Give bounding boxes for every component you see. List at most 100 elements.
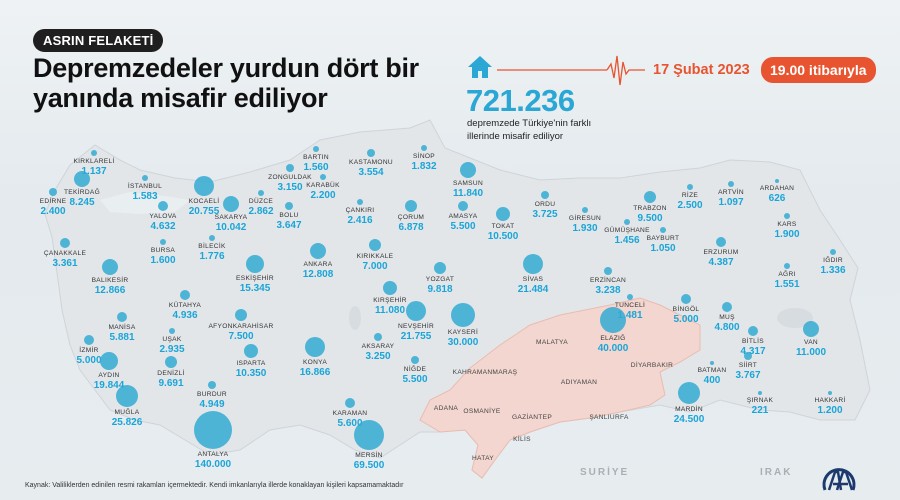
province-bubble[interactable] (803, 321, 819, 337)
province-bubble[interactable] (748, 326, 758, 336)
province-bubble[interactable] (169, 328, 175, 334)
province-bubble[interactable] (406, 301, 426, 321)
province-bubble[interactable] (744, 352, 752, 360)
province-name: KOCAELİ (188, 198, 220, 205)
province-bubble[interactable] (460, 162, 476, 178)
province-bubble[interactable] (209, 235, 215, 241)
province-bubble[interactable] (91, 150, 97, 156)
province-bubble[interactable] (320, 174, 326, 180)
province-bubble[interactable] (286, 164, 294, 172)
province-bubble[interactable] (367, 149, 375, 157)
province-bubble[interactable] (681, 294, 691, 304)
province-name: AMASYA (448, 213, 478, 220)
province-bubble[interactable] (830, 249, 836, 255)
province-bubble[interactable] (223, 196, 239, 212)
province-bubble[interactable] (345, 398, 355, 408)
province-label: KARAMAN 5.600 (333, 410, 368, 429)
province-bubble[interactable] (369, 239, 381, 251)
province-bubble[interactable] (405, 200, 417, 212)
province-name: ORDU (534, 201, 556, 208)
province-bubble[interactable] (758, 391, 762, 395)
province-value: 2.400 (40, 206, 66, 217)
province-value: 3.238 (595, 285, 621, 296)
province-bubble[interactable] (722, 302, 732, 312)
province-bubble[interactable] (357, 199, 363, 205)
province-bubble[interactable] (258, 190, 264, 196)
province-bubble[interactable] (165, 356, 177, 368)
province-label: MARDİN 24.500 (674, 406, 705, 425)
province-bubble[interactable] (624, 219, 630, 225)
province-bubble[interactable] (728, 181, 734, 187)
province-bubble[interactable] (313, 146, 319, 152)
province-bubble[interactable] (244, 344, 258, 358)
province-bubble[interactable] (208, 381, 216, 389)
province-name: BURSA (150, 247, 176, 254)
province-bubble[interactable] (158, 201, 168, 211)
province-bubble[interactable] (180, 290, 190, 300)
province-bubble[interactable] (451, 303, 475, 327)
province-value: 5.600 (337, 418, 363, 429)
province-bubble[interactable] (458, 201, 468, 211)
province-bubble[interactable] (49, 188, 57, 196)
province-label: AYDIN 19.844 (94, 372, 125, 391)
province-bubble[interactable] (604, 267, 612, 275)
province-bubble[interactable] (354, 420, 384, 450)
province-bubble[interactable] (117, 312, 127, 322)
province-bubble[interactable] (374, 333, 382, 341)
province-bubble[interactable] (496, 207, 510, 221)
province-bubble[interactable] (541, 191, 549, 199)
province-bubble[interactable] (305, 337, 325, 357)
province-bubble[interactable] (194, 411, 232, 449)
province-bubble[interactable] (194, 176, 214, 196)
province-bubble[interactable] (383, 281, 397, 295)
province-bubble[interactable] (235, 309, 247, 321)
province-bubble[interactable] (421, 145, 427, 151)
province-bubble[interactable] (411, 356, 419, 364)
province-bubble[interactable] (84, 335, 94, 345)
province-name: ÇANAKKALE (43, 250, 87, 257)
province-bubble[interactable] (142, 175, 148, 181)
province-value: 1.336 (820, 265, 846, 276)
province-name: DENİZLİ (157, 370, 185, 377)
province-bubble[interactable] (100, 352, 118, 370)
province-bubble[interactable] (74, 171, 90, 187)
province-value: 40.000 (597, 343, 629, 354)
province-value: 5.500 (450, 221, 476, 232)
province-bubble[interactable] (775, 179, 779, 183)
province-bubble[interactable] (285, 202, 293, 210)
province-label: KIRŞEHİR 11.080 (373, 297, 407, 316)
province-bubble[interactable] (716, 237, 726, 247)
province-bubble[interactable] (784, 213, 790, 219)
province-bubble[interactable] (102, 259, 118, 275)
province-bubble[interactable] (246, 255, 264, 273)
province-bubble[interactable] (160, 239, 166, 245)
province-name: KARS (777, 221, 797, 228)
province-name: AĞRI (778, 271, 796, 278)
province-bubble[interactable] (678, 382, 700, 404)
province-bubble[interactable] (310, 243, 326, 259)
province-bubble[interactable] (116, 385, 138, 407)
province-value: 30.000 (447, 337, 479, 348)
province-label: KAYSERİ 30.000 (448, 329, 479, 348)
province-label: YALOVA 4.632 (149, 213, 176, 232)
province-bubble[interactable] (784, 263, 790, 269)
province-name: KASTAMONU (349, 159, 393, 166)
province-bubble[interactable] (434, 262, 446, 274)
province-bubble[interactable] (660, 227, 666, 233)
province-bubble[interactable] (582, 207, 588, 213)
province-bubble[interactable] (60, 238, 70, 248)
province-bubble[interactable] (644, 191, 656, 203)
province-label: KARS 1.900 (774, 221, 799, 240)
province-bubble[interactable] (828, 391, 832, 395)
lake-tuz (349, 306, 361, 330)
province-label: ÇANAKKALE 3.361 (44, 250, 86, 269)
province-bubble[interactable] (627, 294, 633, 300)
province-name: SİVAS (522, 276, 544, 283)
province-bubble[interactable] (523, 254, 543, 274)
province-name: KAYSERİ (447, 329, 479, 336)
province-label: YOZGAT 9.818 (426, 276, 454, 295)
province-name: KIRIKKALE (356, 253, 394, 260)
province-bubble[interactable] (687, 184, 693, 190)
province-bubble[interactable] (710, 361, 714, 365)
province-bubble[interactable] (600, 307, 626, 333)
